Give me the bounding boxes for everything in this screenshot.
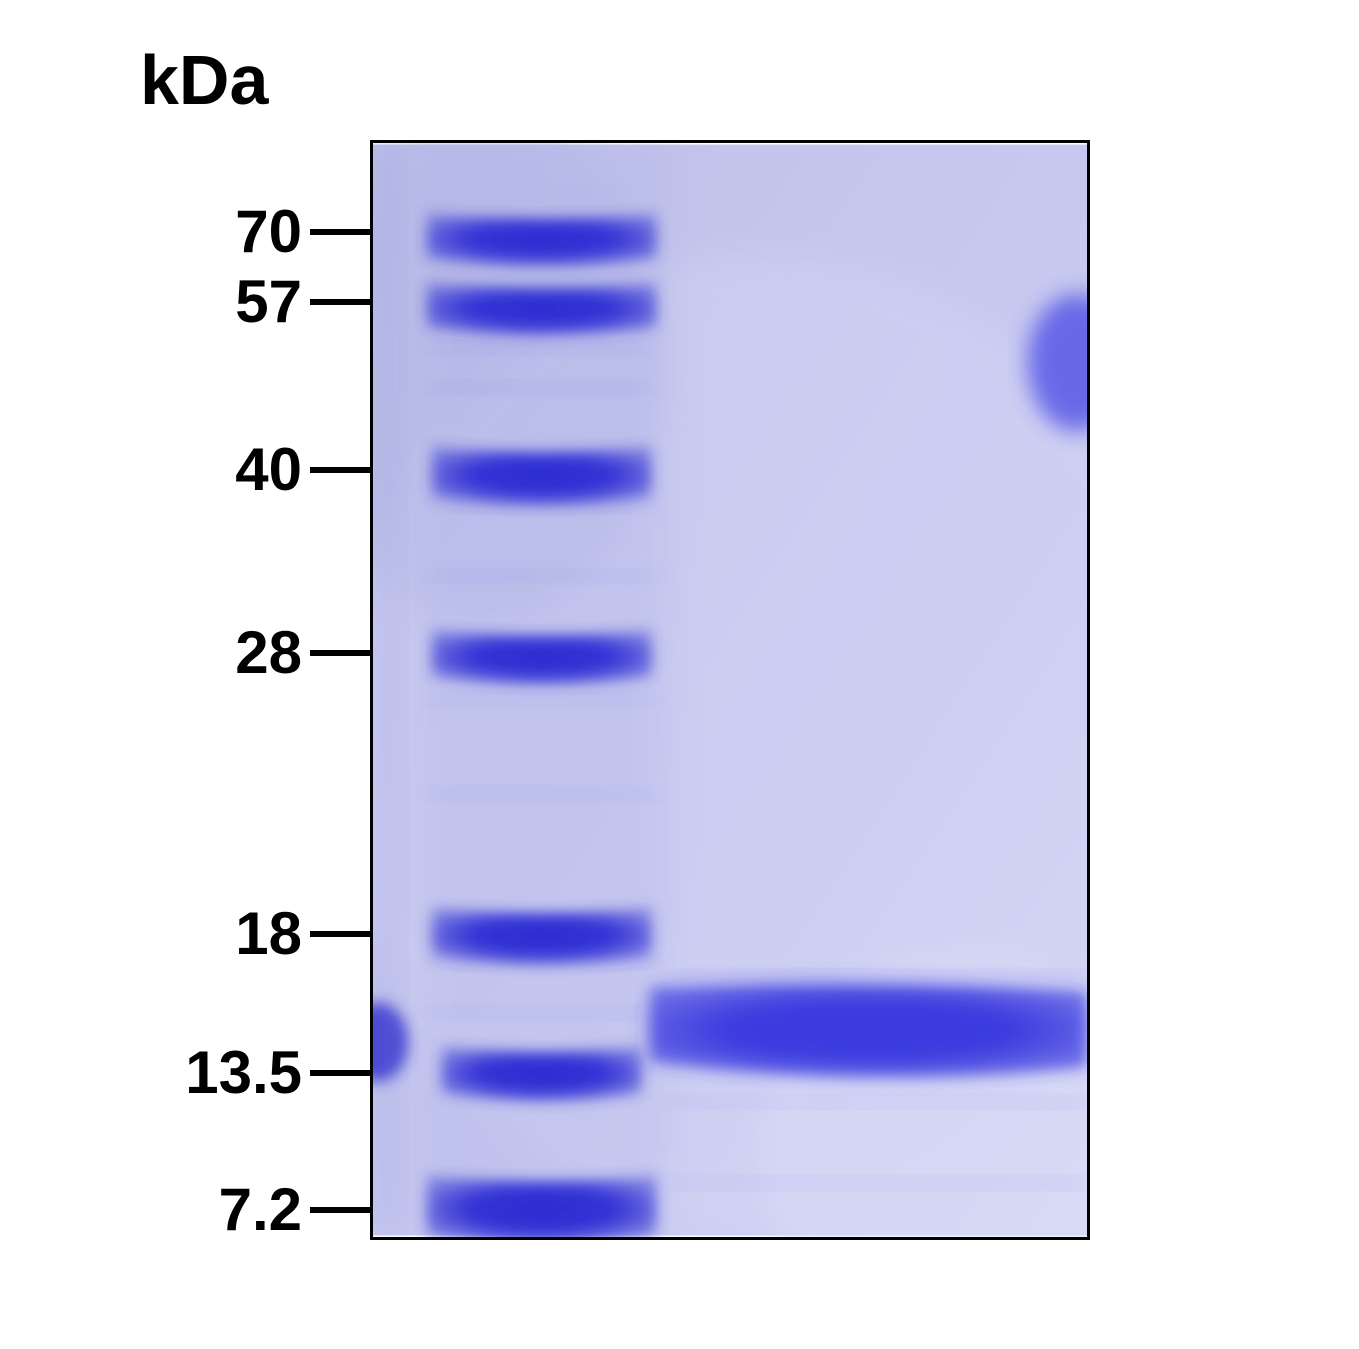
gel-box: [370, 140, 1090, 1240]
ladder-label: 57: [235, 267, 302, 336]
ladder-tick: [310, 229, 370, 235]
gel-svg: [373, 143, 1087, 1237]
gel-image: kDa 7057 40 28 18 13.5 7.2: [0, 0, 1359, 1349]
ladder-tick: [310, 1207, 370, 1213]
ladder-tick: [310, 650, 370, 656]
ladder-label: 7.2: [219, 1175, 302, 1244]
ladder-tick: [310, 931, 370, 937]
ladder-label: 70: [235, 197, 302, 266]
ladder-label: 40: [235, 435, 302, 504]
ladder-label: 18: [235, 899, 302, 968]
faint-streak: [671, 1178, 1088, 1188]
ladder-tick: [310, 1070, 370, 1076]
ladder-tick: [310, 467, 370, 473]
ladder-tick: [310, 299, 370, 305]
unit-label-kda: kDa: [140, 40, 268, 120]
faint-streak: [671, 1097, 1088, 1107]
faint-streak: [671, 973, 1088, 985]
ladder-label: 13.5: [185, 1038, 302, 1107]
ladder-label: 28: [235, 618, 302, 687]
